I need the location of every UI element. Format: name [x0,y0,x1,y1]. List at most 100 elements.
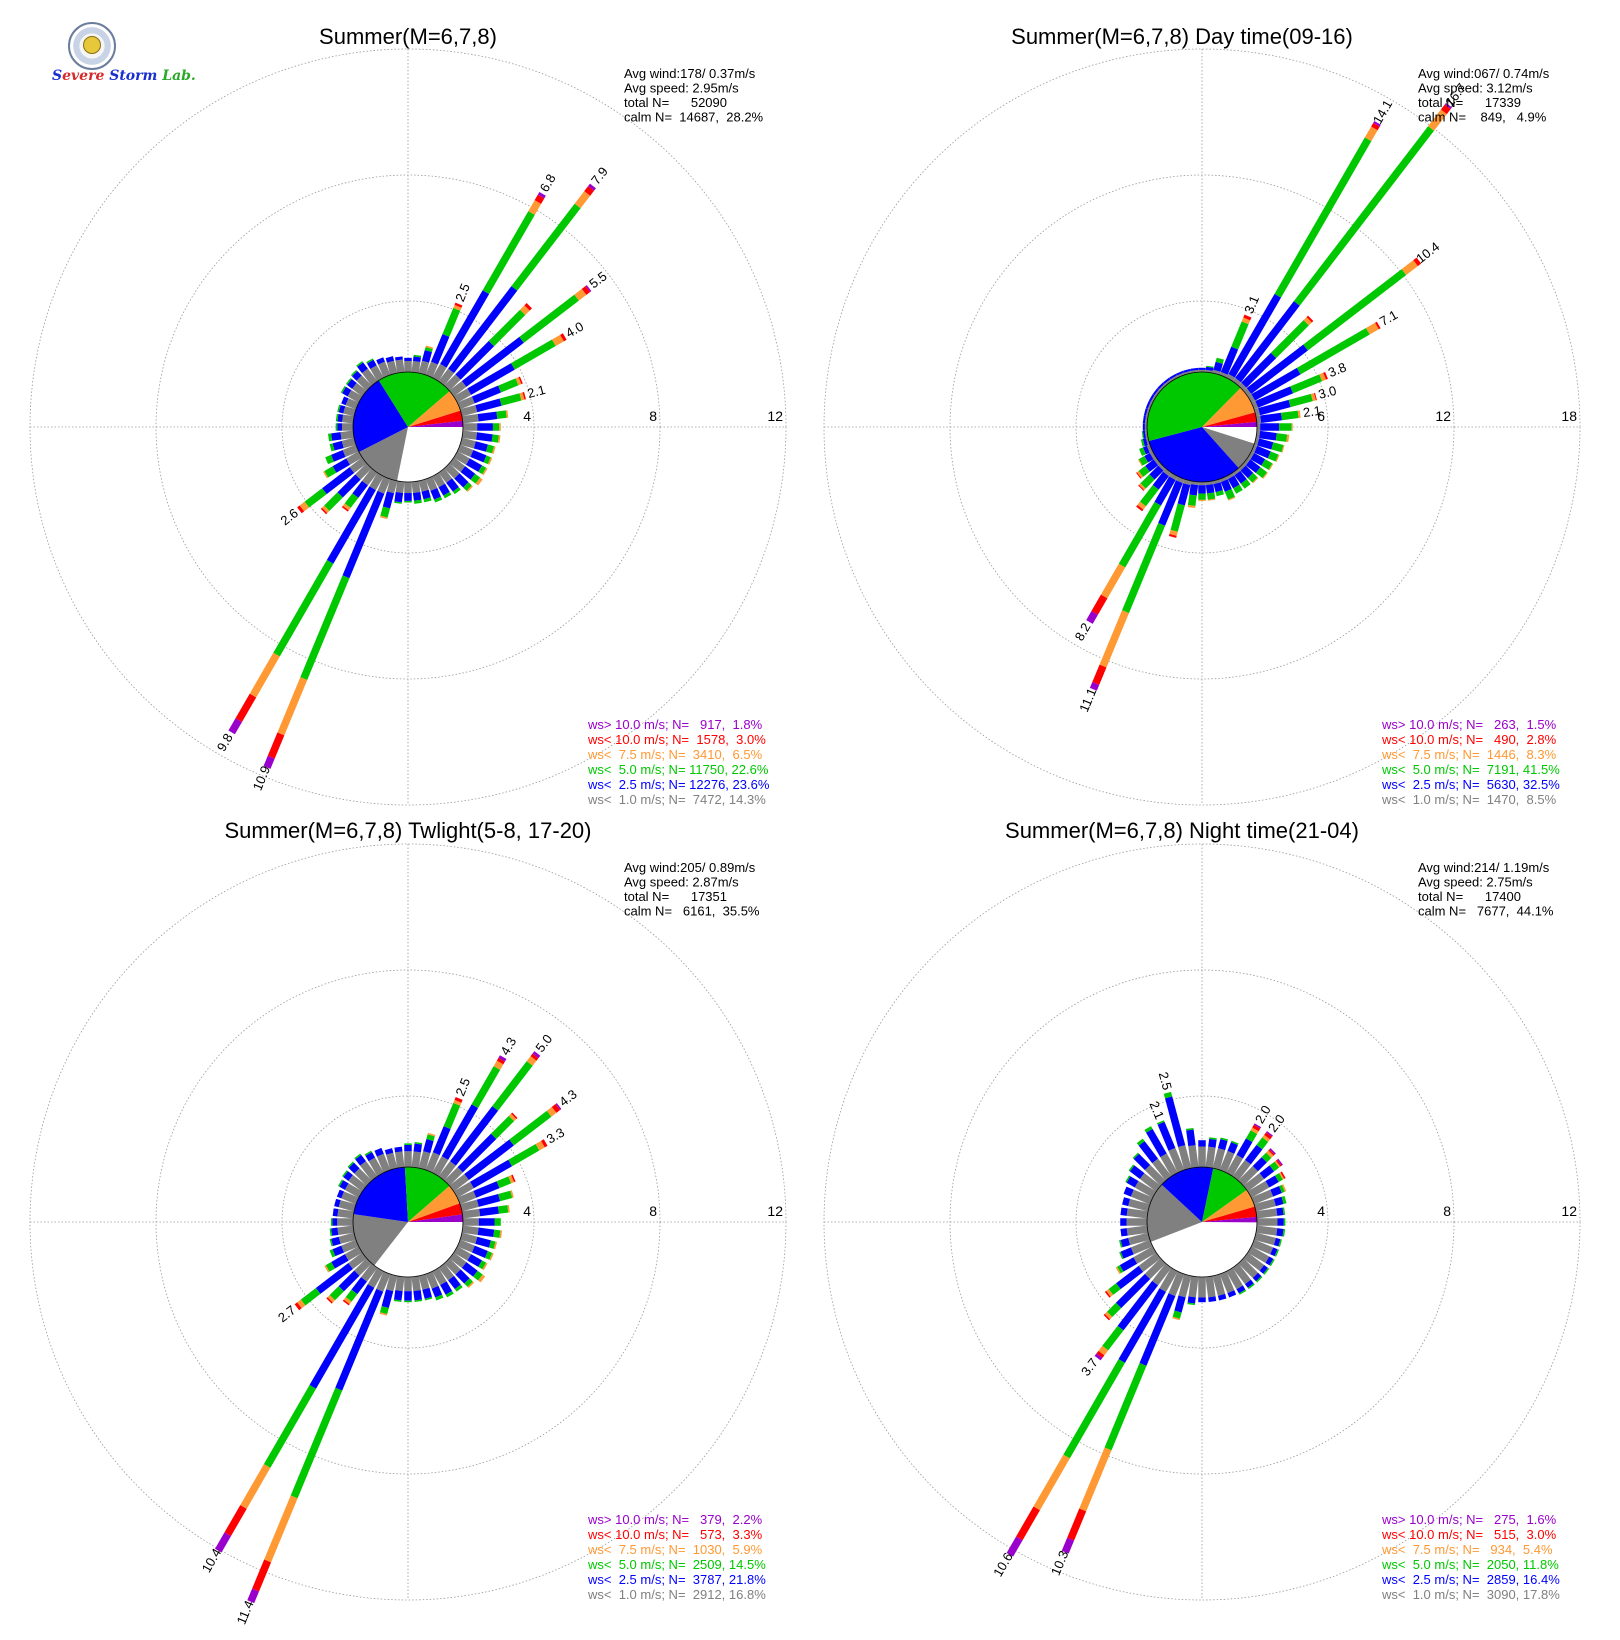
bar-segment-ws-lt-7-5 [493,1060,504,1070]
bar-segment-ws-lt-7-5 [519,305,530,316]
bar-segment-ws-lt-2-5 [438,483,450,496]
bar-segment-ws-lt-1 [1232,1263,1251,1285]
bar-segment-ws-lt-2-5 [315,1263,353,1294]
bar-segment-ws-lt-1 [367,1267,384,1288]
bar-segment-ws-lt-5 [1261,459,1273,470]
bar-segment-ws-lt-2-5 [351,1277,367,1295]
bar-segment-ws-lt-10 [530,1053,539,1061]
bar-segment-ws-lt-5 [1170,503,1185,532]
bar-segment-ws-lt-5 [1279,1184,1285,1193]
bar-segment-ws-lt-1 [438,1161,456,1181]
windrose-panel-1: 4 8 122.56.8 7.95.54.02.19.810.92.6Summer(M… [29,24,787,807]
bar-segment-ws-lt-1 [1188,1145,1199,1168]
bar-segment-ws-lt-5 [1102,1325,1124,1351]
bar-segment-ws-lt-5 [393,1299,402,1302]
bar-segment-ws-lt-2-5 [1187,1296,1196,1304]
bar-segment-ws-lt-1 [1178,1274,1192,1298]
bar-segment-ws-lt-2-5 [1198,367,1206,370]
bar-segment-ws-lt-1 [411,481,421,493]
bar-segment-ws-lt-2-5 [1213,482,1223,493]
bar-segment-ws-lt-7-5 [1365,322,1379,335]
bar-segment-ws-lt-10 [1252,1124,1261,1132]
bar-segment-ws-lt-2-5 [440,1281,453,1295]
panel-title: Summer(M=6,7,8) Twlight(5-8, 17-20) [224,818,591,843]
bar-segment-ws-lt-1 [463,1218,479,1226]
bar-segment-ws-lt-2-5 [1117,1280,1159,1331]
bar-segment-ws-lt-7-5 [1136,470,1144,479]
bar-segment-ws-lt-1 [460,437,476,449]
legend-entry: ws> 10.0 m/s; N= 917, 1.8% [587,717,763,732]
bar-segment-ws-lt-7-5 [249,652,280,698]
severe-storm-lab-logo: Severe Storm Lab. [52,22,196,86]
bar-segment-ws-lt-1 [395,1151,405,1168]
bar-segment-ws-lt-2-5 [339,1180,349,1190]
bar-segment-ws-lt-2-5 [331,432,342,441]
bar-segment-ws-lt-1 [1212,479,1221,485]
bar-segment-ws-lt-2-5 [404,357,412,361]
bar-segment-ws-gt-10 [215,1532,231,1553]
bar-segment-ws-lt-1 [460,405,478,417]
bar-segment-ws-lt-5 [1206,365,1214,368]
bar-segment-ws-lt-1 [462,414,479,424]
bar-segment-ws-lt-10 [1104,1290,1111,1298]
bar-segment-ws-lt-2-5 [1198,1297,1206,1303]
bar-segment-ws-lt-1 [432,1267,447,1286]
bar-segment-ws-lt-1 [395,359,405,373]
bar-segment-ws-lt-5 [1269,1161,1280,1172]
bar-segment-ws-lt-2-5 [404,1291,412,1301]
bar-segment-ws-lt-1 [453,1246,472,1261]
bar-segment-ws-lt-1 [1254,1198,1276,1212]
bar-segment-ws-lt-2-5 [342,490,385,579]
bar-segment-ws-lt-1 [386,1274,398,1292]
bar-segment-ws-lt-2-5 [1260,412,1282,423]
bar-segment-ws-lt-7-5 [1262,1134,1271,1142]
bar-segment-ws-lt-2-5 [1252,1272,1262,1282]
bar-segment-ws-lt-1 [370,365,384,382]
bar-segment-ws-lt-1 [1146,444,1153,453]
bar-segment-ws-lt-1 [1254,1232,1276,1246]
lab-logotype: Severe Storm Lab. [52,68,196,84]
bar-segment-ws-lt-2-5 [1205,484,1215,494]
bar-segment-ws-lt-2-5 [454,473,469,488]
bar-segment-ws-lt-1 [1247,1181,1270,1198]
stats-line: Avg wind:178/ 0.37m/s [624,66,756,81]
bar-segment-ws-lt-2-5 [343,1171,353,1181]
bar-segment-ws-lt-2-5 [1246,344,1308,394]
bar-segment-ws-lt-5 [445,1290,454,1298]
bar-segment-ws-lt-2-5 [337,414,344,423]
bar-segment-ws-lt-1 [1138,1252,1161,1272]
bar-segment-ws-gt-10 [532,1051,541,1059]
bar-segment-ws-lt-1 [377,476,391,494]
direction-value-label: 9.8 [214,731,236,754]
bar-segment-ws-lt-5 [494,1218,501,1226]
bar-segment-ws-lt-7-5 [466,485,473,492]
bar-segment-ws-lt-10 [541,1139,548,1148]
bar-segment-ws-lt-5 [463,482,472,491]
bar-segment-ws-lt-2-5 [1255,386,1294,408]
bar-segment-ws-lt-2-5 [1270,1247,1278,1257]
bar-segment-ws-lt-5 [342,1170,348,1178]
bar-segment-ws-lt-2-5 [332,1218,338,1226]
bar-segment-ws-lt-10 [1243,314,1252,321]
bar-segment-ws-lt-5 [511,203,581,291]
bar-segment-ws-lt-7-5 [507,1204,510,1213]
bar-segment-ws-lt-2-5 [322,467,355,495]
bar-segment-ws-lt-5 [304,488,327,508]
bar-segment-ws-lt-5 [364,1150,372,1156]
bar-segment-ws-lt-2-5 [1175,370,1184,376]
bar-segment-ws-lt-1 [386,1152,398,1170]
bar-segment-ws-lt-2-5 [1189,484,1199,496]
bar-segment-ws-lt-10 [551,1104,561,1113]
bar-segment-ws-lt-2-5 [467,363,515,395]
pie-slice [1148,427,1239,483]
legend-entry: ws< 5.0 m/s; N= 11750, 22.6% [587,762,769,777]
bar-segment-ws-lt-2-5 [1259,430,1277,441]
bar-segment-ws-lt-1 [1226,1267,1243,1290]
bar-segment-ws-lt-2-5 [1120,1207,1128,1216]
bar-segment-ws-lt-10 [560,333,567,342]
bar-segment-ws-lt-1 [341,1239,359,1253]
bar-segment-ws-lt-7-5 [1319,372,1327,382]
bar-segment-ws-lt-1 [1238,463,1246,471]
bar-segment-ws-lt-2-5 [1205,366,1214,371]
bar-segment-ws-lt-2-5 [477,411,498,422]
